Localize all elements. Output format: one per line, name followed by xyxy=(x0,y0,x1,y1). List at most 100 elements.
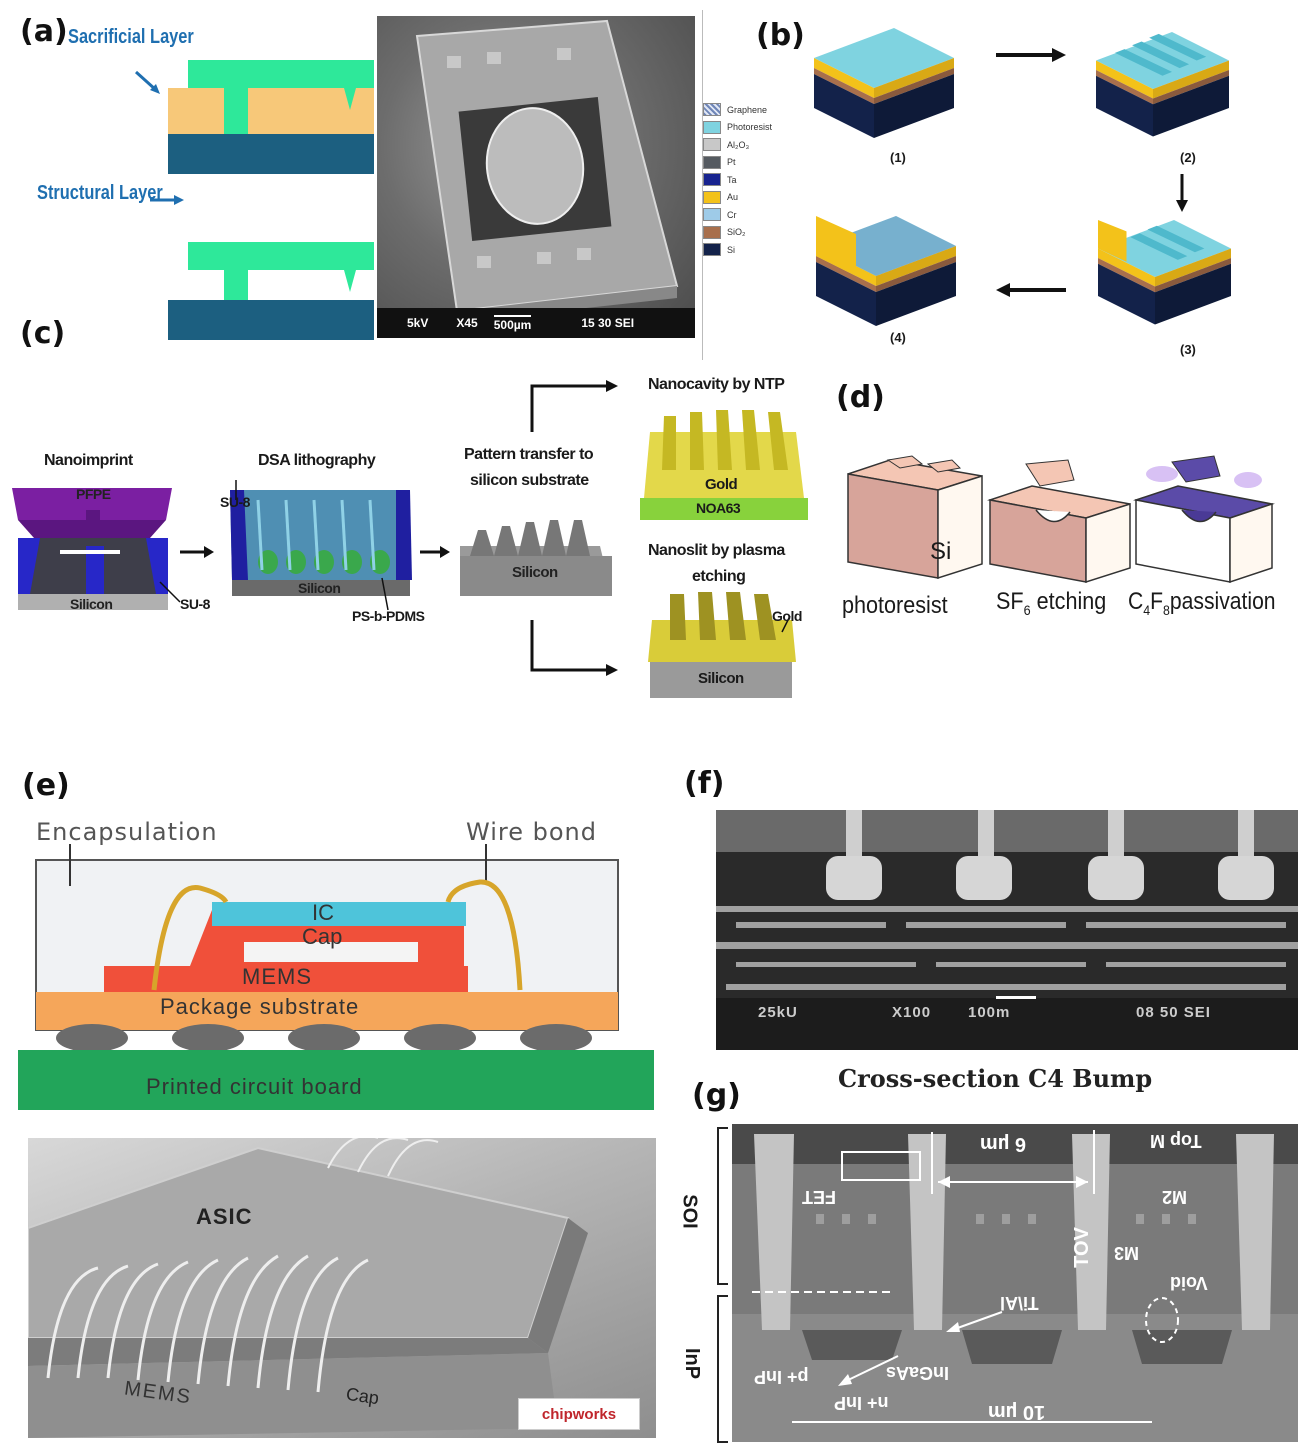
mems-package-diagram xyxy=(18,844,654,1110)
legend-ta: Ta xyxy=(703,171,793,189)
graphene-fab-steps xyxy=(814,28,1231,326)
solder-ball-3 xyxy=(288,1024,360,1052)
panel-f-label: (f) xyxy=(684,766,725,801)
package-substrate-label: Package substrate xyxy=(160,994,360,1019)
soi-label: SOI xyxy=(678,1194,701,1229)
pfpe-label: PFPE xyxy=(76,486,111,502)
step-3-label: (3) xyxy=(1180,342,1196,357)
cap-label: Cap xyxy=(302,924,343,949)
wire-bond-left xyxy=(151,884,229,991)
nanoimprint-silicon-label: Silicon xyxy=(70,596,113,612)
bosch-process-diagram xyxy=(847,455,1275,584)
photoresist-block xyxy=(847,455,983,580)
solder-ball-1 xyxy=(56,1024,128,1052)
pattern-transfer-line1: Pattern transfer to xyxy=(464,446,594,463)
wire-bond-right xyxy=(445,879,523,991)
panel-d-label: (d) xyxy=(836,380,885,415)
sacrificial-arrowhead xyxy=(150,84,160,94)
cap-cavity xyxy=(244,942,418,962)
panel-g-label: (g) xyxy=(692,1078,741,1113)
ic-layer xyxy=(212,902,466,926)
sem-kv: 5kV xyxy=(407,316,429,330)
legend-si: Si xyxy=(703,241,793,259)
legend-pt: Pt xyxy=(703,154,793,172)
psbpdms-label: PS-b-PDMS xyxy=(352,608,425,624)
mems-package-photo: ASIC MEMS Cap chipworks xyxy=(28,1138,656,1438)
m3-label: M3 xyxy=(1114,1243,1140,1263)
tial-label: Ti\Al xyxy=(1000,1293,1039,1313)
su8-label-1: SU-8 xyxy=(180,596,210,612)
panel-b-label: (b) xyxy=(756,18,805,53)
chipworks-logo: chipworks xyxy=(518,1398,640,1430)
divider-a-b xyxy=(702,10,703,360)
wire-bond-label: Wire bond xyxy=(466,818,597,846)
pcb-label: Printed circuit board xyxy=(146,1074,363,1099)
nanocavity-block xyxy=(640,410,808,520)
nanoslit-gold-label: Gold xyxy=(772,608,802,624)
mems-sem-image: 5kV X45 500µm 15 30 SEI xyxy=(377,16,695,338)
structural-film-top xyxy=(188,60,374,134)
six-um-label: 6 µm xyxy=(980,1133,1026,1155)
void-label: Void xyxy=(1170,1273,1208,1293)
photoresist-label: photoresist xyxy=(842,592,948,619)
step-4-label: (4) xyxy=(890,330,906,345)
tov-label: TOV xyxy=(1070,1227,1093,1268)
structural-film-bottom xyxy=(188,242,374,300)
pattern-transfer-line2: silicon substrate xyxy=(470,472,589,489)
panel-c-label: (c) xyxy=(20,316,66,351)
legend-al2o3: Al₂O₃ xyxy=(703,136,793,154)
legend-au: Au xyxy=(703,189,793,207)
nanofab-flow-diagram xyxy=(12,380,808,698)
f-sem-kv: 25kU xyxy=(758,1004,798,1021)
structural-arrowhead xyxy=(174,195,184,205)
legend-sio2: SiO₂ xyxy=(703,224,793,242)
asic-label: ASIC xyxy=(196,1204,253,1229)
top-m-label: Top M xyxy=(1150,1131,1202,1151)
dsa-label: DSA lithography xyxy=(258,452,376,469)
nanoimprint-block xyxy=(12,488,172,610)
nanoslit-silicon-label: Silicon xyxy=(698,670,744,687)
f-sem-mag: X100 xyxy=(892,1004,932,1021)
sacrificial-arrow-line xyxy=(134,70,158,92)
noa63-label: NOA63 xyxy=(696,500,741,516)
f-sem-scale: 100m xyxy=(968,1004,1011,1021)
step-4-block xyxy=(816,216,956,326)
su8-label-2: SU-8 xyxy=(220,494,250,510)
ingaas-label: InGaAs xyxy=(886,1363,950,1383)
sem-info-bar: 5kV X45 500µm 15 30 SEI xyxy=(377,308,695,338)
sf6-etching-block xyxy=(987,459,1131,584)
n-inp-label: n+ InP xyxy=(834,1393,889,1413)
f-sem-info: 08 50 SEI xyxy=(1136,1004,1211,1021)
sacrificial-block xyxy=(168,88,374,134)
package-substrate xyxy=(36,992,618,1030)
step-2-label: (2) xyxy=(1180,150,1196,165)
mems-label: MEMS xyxy=(242,964,312,989)
mems-process-diagram xyxy=(134,60,374,340)
nanoimprint-label: Nanoimprint xyxy=(44,452,133,469)
fet-label: FET xyxy=(802,1187,836,1207)
structural-layer-label: Structural Layer xyxy=(37,182,163,204)
interconnect-sem-image: 25kU X100 100m 08 50 SEI xyxy=(716,810,1298,1050)
substrate-bottom xyxy=(168,300,374,340)
nanoslit-line2: etching xyxy=(692,568,746,585)
ten-um-label: 10 µm xyxy=(988,1401,1046,1423)
legend-swatch-graphene xyxy=(703,103,721,117)
sacrificial-layer-label: Sacrificial Layer xyxy=(68,26,194,48)
panel-e-label: (e) xyxy=(22,768,70,803)
legend-photoresist: Photoresist xyxy=(703,119,793,137)
p-inp-label: p+ InP xyxy=(754,1367,809,1387)
solder-ball-5 xyxy=(520,1024,592,1052)
m2-label: M2 xyxy=(1162,1187,1188,1207)
dsa-block xyxy=(230,490,412,596)
mems-layer xyxy=(104,966,468,992)
solder-ball-2 xyxy=(172,1024,244,1052)
material-legend: Graphene Photoresist Al₂O₃ Pt Ta Au Cr S… xyxy=(703,101,793,259)
pcb-layer xyxy=(18,1050,654,1110)
sf6-etching-label: SF6 etching xyxy=(996,588,1107,618)
step-1-block xyxy=(814,28,954,138)
inp-label: InP xyxy=(681,1347,704,1380)
ic-label: IC xyxy=(312,900,334,925)
cap-photo-label: Cap xyxy=(344,1383,381,1409)
encapsulation-label: Encapsulation xyxy=(36,818,218,846)
legend-cr: Cr xyxy=(703,206,793,224)
